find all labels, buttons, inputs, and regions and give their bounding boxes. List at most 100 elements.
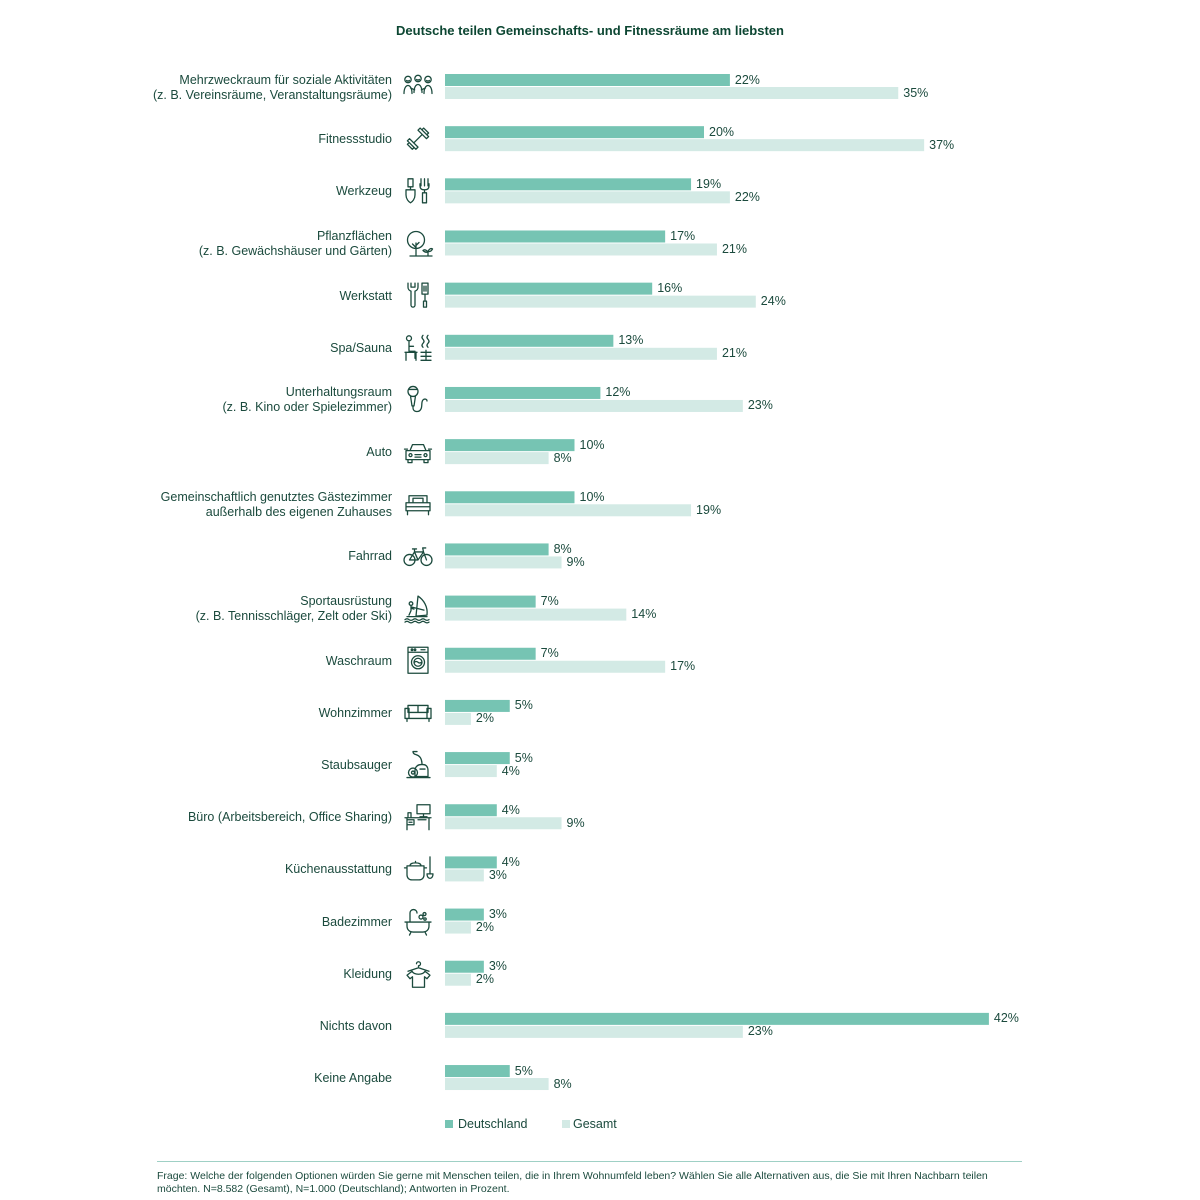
value-number: 23 [747,398,762,413]
value-number: 4 [501,854,509,869]
value-unit: % [482,972,494,987]
value-label-deutschland: 5% [515,1064,533,1079]
bar-deutschland [445,334,614,347]
value-label-gesamt: 21% [722,242,747,257]
bar-gesamt [445,243,717,256]
value-label-deutschland: 17% [670,229,695,244]
value-number: 5 [514,750,522,765]
value-number: 17 [670,659,685,674]
vacuum-cleaner-icon [406,750,431,779]
tools-icon [405,178,430,204]
wrench-screwdriver-icon [407,282,429,308]
value-number: 23 [747,1024,762,1039]
value-number: 2 [475,711,483,726]
value-label-gesamt: 2% [476,920,494,935]
value-number: 2 [475,972,483,987]
bar-deutschland [445,752,510,765]
value-unit: % [593,489,605,504]
value-unit: % [508,854,520,869]
value-number: 4 [501,763,509,778]
cooking-pot-icon [403,856,434,881]
bar-gesamt [445,817,562,830]
value-number: 10 [579,489,594,504]
category-label: Nichts davon [319,1018,392,1033]
tree-icon [406,230,434,257]
microphone-icon [407,385,428,413]
category-label: Büro (Arbeitsbereich, Office Sharing) [187,810,392,825]
value-label-gesamt: 24% [761,294,786,309]
value-label-gesamt: 2% [476,711,494,726]
value-unit: % [495,959,507,974]
category-label: Pflanzflächen (z. B. Gewächshäuser und G… [198,228,392,258]
bar-gesamt [445,973,471,986]
bar-deutschland [445,126,704,139]
value-number: 8 [553,450,561,465]
bar-gesamt [445,608,627,621]
category-row [403,543,562,569]
value-unit: % [495,867,507,882]
bar-gesamt [445,1025,743,1038]
dumbbell-icon [406,127,430,150]
value-label-deutschland: 16% [657,281,682,296]
value-number: 4 [501,802,509,817]
value-unit: % [593,437,605,452]
category-row [406,230,717,257]
category-label: Spa/Sauna [330,340,392,355]
value-label-gesamt: 14% [631,607,656,622]
value-number: 2 [475,920,483,935]
value-number: 16 [657,281,672,296]
bar-gesamt [445,660,666,673]
category-label: Waschraum [325,653,392,668]
value-unit: % [774,294,786,309]
legend-label-gesamt: Gesamt [573,1116,617,1131]
value-label-deutschland: 13% [618,333,643,348]
value-unit: % [482,920,494,935]
value-number: 22 [734,72,749,87]
bar-gesamt [445,765,497,778]
bar-deutschland [445,1065,510,1078]
value-unit: % [508,802,520,817]
value-unit: % [560,1076,572,1091]
bar-deutschland [445,439,575,452]
value-unit: % [560,450,572,465]
value-label-deutschland: 3% [489,959,507,974]
bar-gesamt [445,399,743,412]
value-label-deutschland: 22% [735,73,760,88]
category-row [404,595,627,624]
value-label-deutschland: 4% [502,803,520,818]
value-number: 20 [709,124,723,139]
bicycle-icon [403,547,433,567]
value-number: 8 [553,1076,561,1091]
value-number: 9 [566,815,574,830]
category-label: Gemeinschaftlich genutztes Gästezimmer a… [160,489,392,519]
bar-deutschland [445,1012,989,1025]
value-number: 3 [488,959,496,974]
bar-deutschland [445,386,601,399]
value-unit: % [632,333,644,348]
category-label: Küchenausstattung [284,862,392,877]
sofa-icon [404,704,432,723]
value-unit: % [547,594,559,609]
value-number: 21 [721,241,736,256]
value-label-deutschland: 10% [580,490,605,505]
category-row [445,1065,549,1091]
value-number: 42 [993,1011,1008,1026]
legend-label-deutschland: Deutschland [458,1116,528,1131]
value-label-deutschland: 42% [994,1011,1019,1026]
value-number: 5 [514,698,522,713]
bar-deutschland [445,543,549,556]
bar-gesamt [445,295,756,308]
legend-swatch-gesamt [562,1120,570,1128]
car-icon [403,443,433,464]
category-row [405,491,692,517]
bar-gesamt [445,504,692,517]
category-label: Wohnzimmer [318,705,392,720]
value-unit: % [761,398,773,413]
category-row [404,804,562,831]
value-unit: % [684,659,696,674]
value-number: 19 [696,176,710,191]
value-number: 5 [514,1063,522,1078]
value-unit: % [1007,1011,1019,1026]
